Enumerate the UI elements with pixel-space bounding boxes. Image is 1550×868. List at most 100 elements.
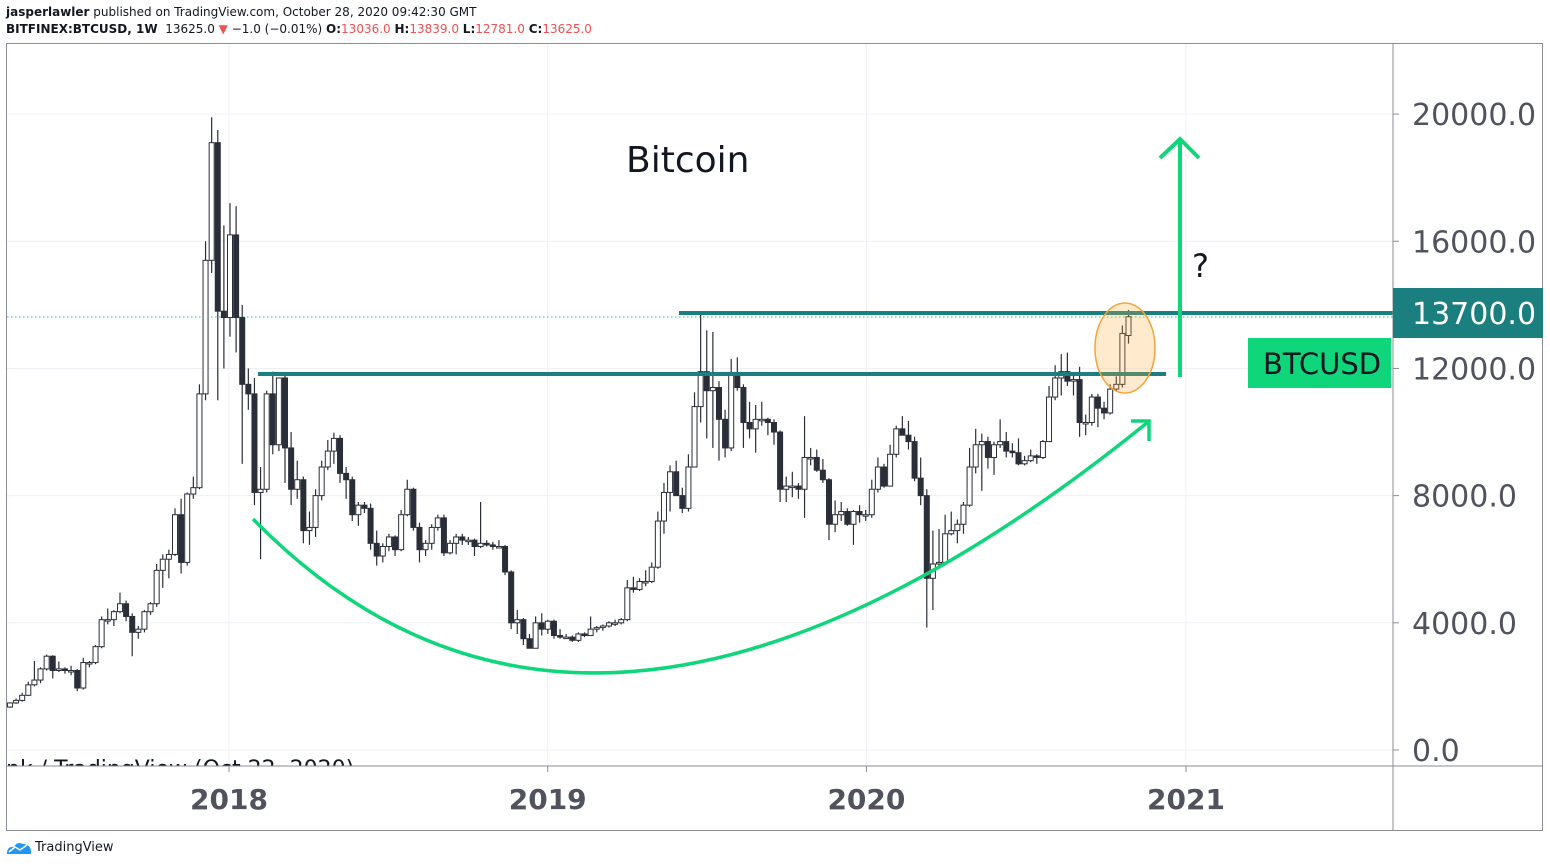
candle [770,419,777,445]
candle-body-down [734,374,741,389]
candle-body-up [801,456,808,490]
candle-body-up [685,466,692,509]
candle [838,501,845,522]
candle-body-down [367,507,374,544]
candle-body-up [807,456,814,460]
tradingview-logo[interactable]: TradingView [6,840,114,855]
candle [263,390,270,493]
candle-body-down [49,655,56,672]
candle-body-up [422,542,429,551]
candle-body-up [37,668,44,681]
candle-body-up [147,603,154,613]
cup-curve-arrow[interactable] [251,420,1150,675]
candle [874,457,881,493]
candle [807,447,814,466]
candle [116,592,123,614]
candle-body-up [306,526,313,532]
candle [239,304,246,464]
publisher-name[interactable]: jasperlawler [6,5,90,19]
candle-body-down [899,428,906,436]
candle-body-up [587,628,594,637]
candle-body-up [43,655,50,670]
candle [642,570,649,587]
time-axis[interactable]: 2018 2019 2020 2021 [190,766,1225,816]
candle-body-down [489,544,496,548]
candle-body-up [330,437,337,452]
price-axis[interactable]: 0.0 4000.0 8000.0 12000.0 16000.0 20000.0 [1393,98,1536,769]
candle-body-up [1107,388,1114,414]
candle [881,463,888,488]
candle-body-up [838,511,845,516]
candle-body-down [777,431,784,490]
highlight-ellipse[interactable] [1094,302,1156,394]
candle [624,579,631,622]
candle-body-down [856,511,863,516]
candle-body-down [715,387,722,420]
candle-body-up [978,441,985,446]
candle-body-up [453,536,460,544]
candle-body-up [783,485,790,490]
candle [789,471,796,498]
candle [465,536,472,545]
candle [245,368,252,410]
candle-body-up [618,619,625,624]
price-label-box [1393,288,1543,338]
candle-body-down [1064,371,1071,382]
candle [68,665,75,676]
candle-body-down [343,472,350,481]
candle [575,632,582,642]
candle [55,661,62,673]
candle [1052,365,1059,401]
candle [288,432,295,506]
candle [1107,384,1114,415]
candle [1070,374,1077,396]
candle [1009,443,1016,458]
candle [538,613,545,636]
candle [899,416,906,436]
candle-body-down [526,638,533,649]
candle-body-up [7,702,13,708]
candle [1088,393,1095,426]
candle [43,654,50,671]
candle [526,633,533,649]
candle [612,619,619,626]
candle-body-down [440,517,447,554]
candle-body-up [1082,421,1089,425]
candle [343,467,350,499]
candle-body-down [923,495,930,579]
candle [477,501,484,549]
candle-body-down [881,466,888,487]
candle [954,519,961,544]
close-label: C: [528,22,543,36]
candle-body-up [141,611,148,630]
candle-body-up [318,466,325,497]
candle-body-up [960,504,967,525]
low-label: L: [462,22,476,36]
candle [190,476,197,499]
candle [153,563,160,607]
candle [911,436,918,482]
price-tick-label: 12000.0 [1412,352,1536,387]
candle-body-down [911,441,918,479]
candle-body-up [165,553,172,560]
candle-body-up [563,636,570,640]
candle [856,505,863,523]
candle-body-up [1021,460,1028,465]
candle [379,543,386,563]
candle [37,667,44,684]
candle [569,635,576,642]
candle [202,241,209,401]
candle [25,681,32,696]
candle [1039,439,1046,460]
candle-body-down [673,471,680,497]
candle-body-up [862,514,869,517]
candle [208,117,215,274]
candle-body-down [1101,407,1108,414]
candle-body-up [991,444,998,458]
candle-body-down [1076,379,1083,423]
candle-body-down [373,542,380,557]
high-label: H: [394,22,410,36]
up-arrowhead-icon [1158,136,1201,160]
candle [257,467,264,560]
